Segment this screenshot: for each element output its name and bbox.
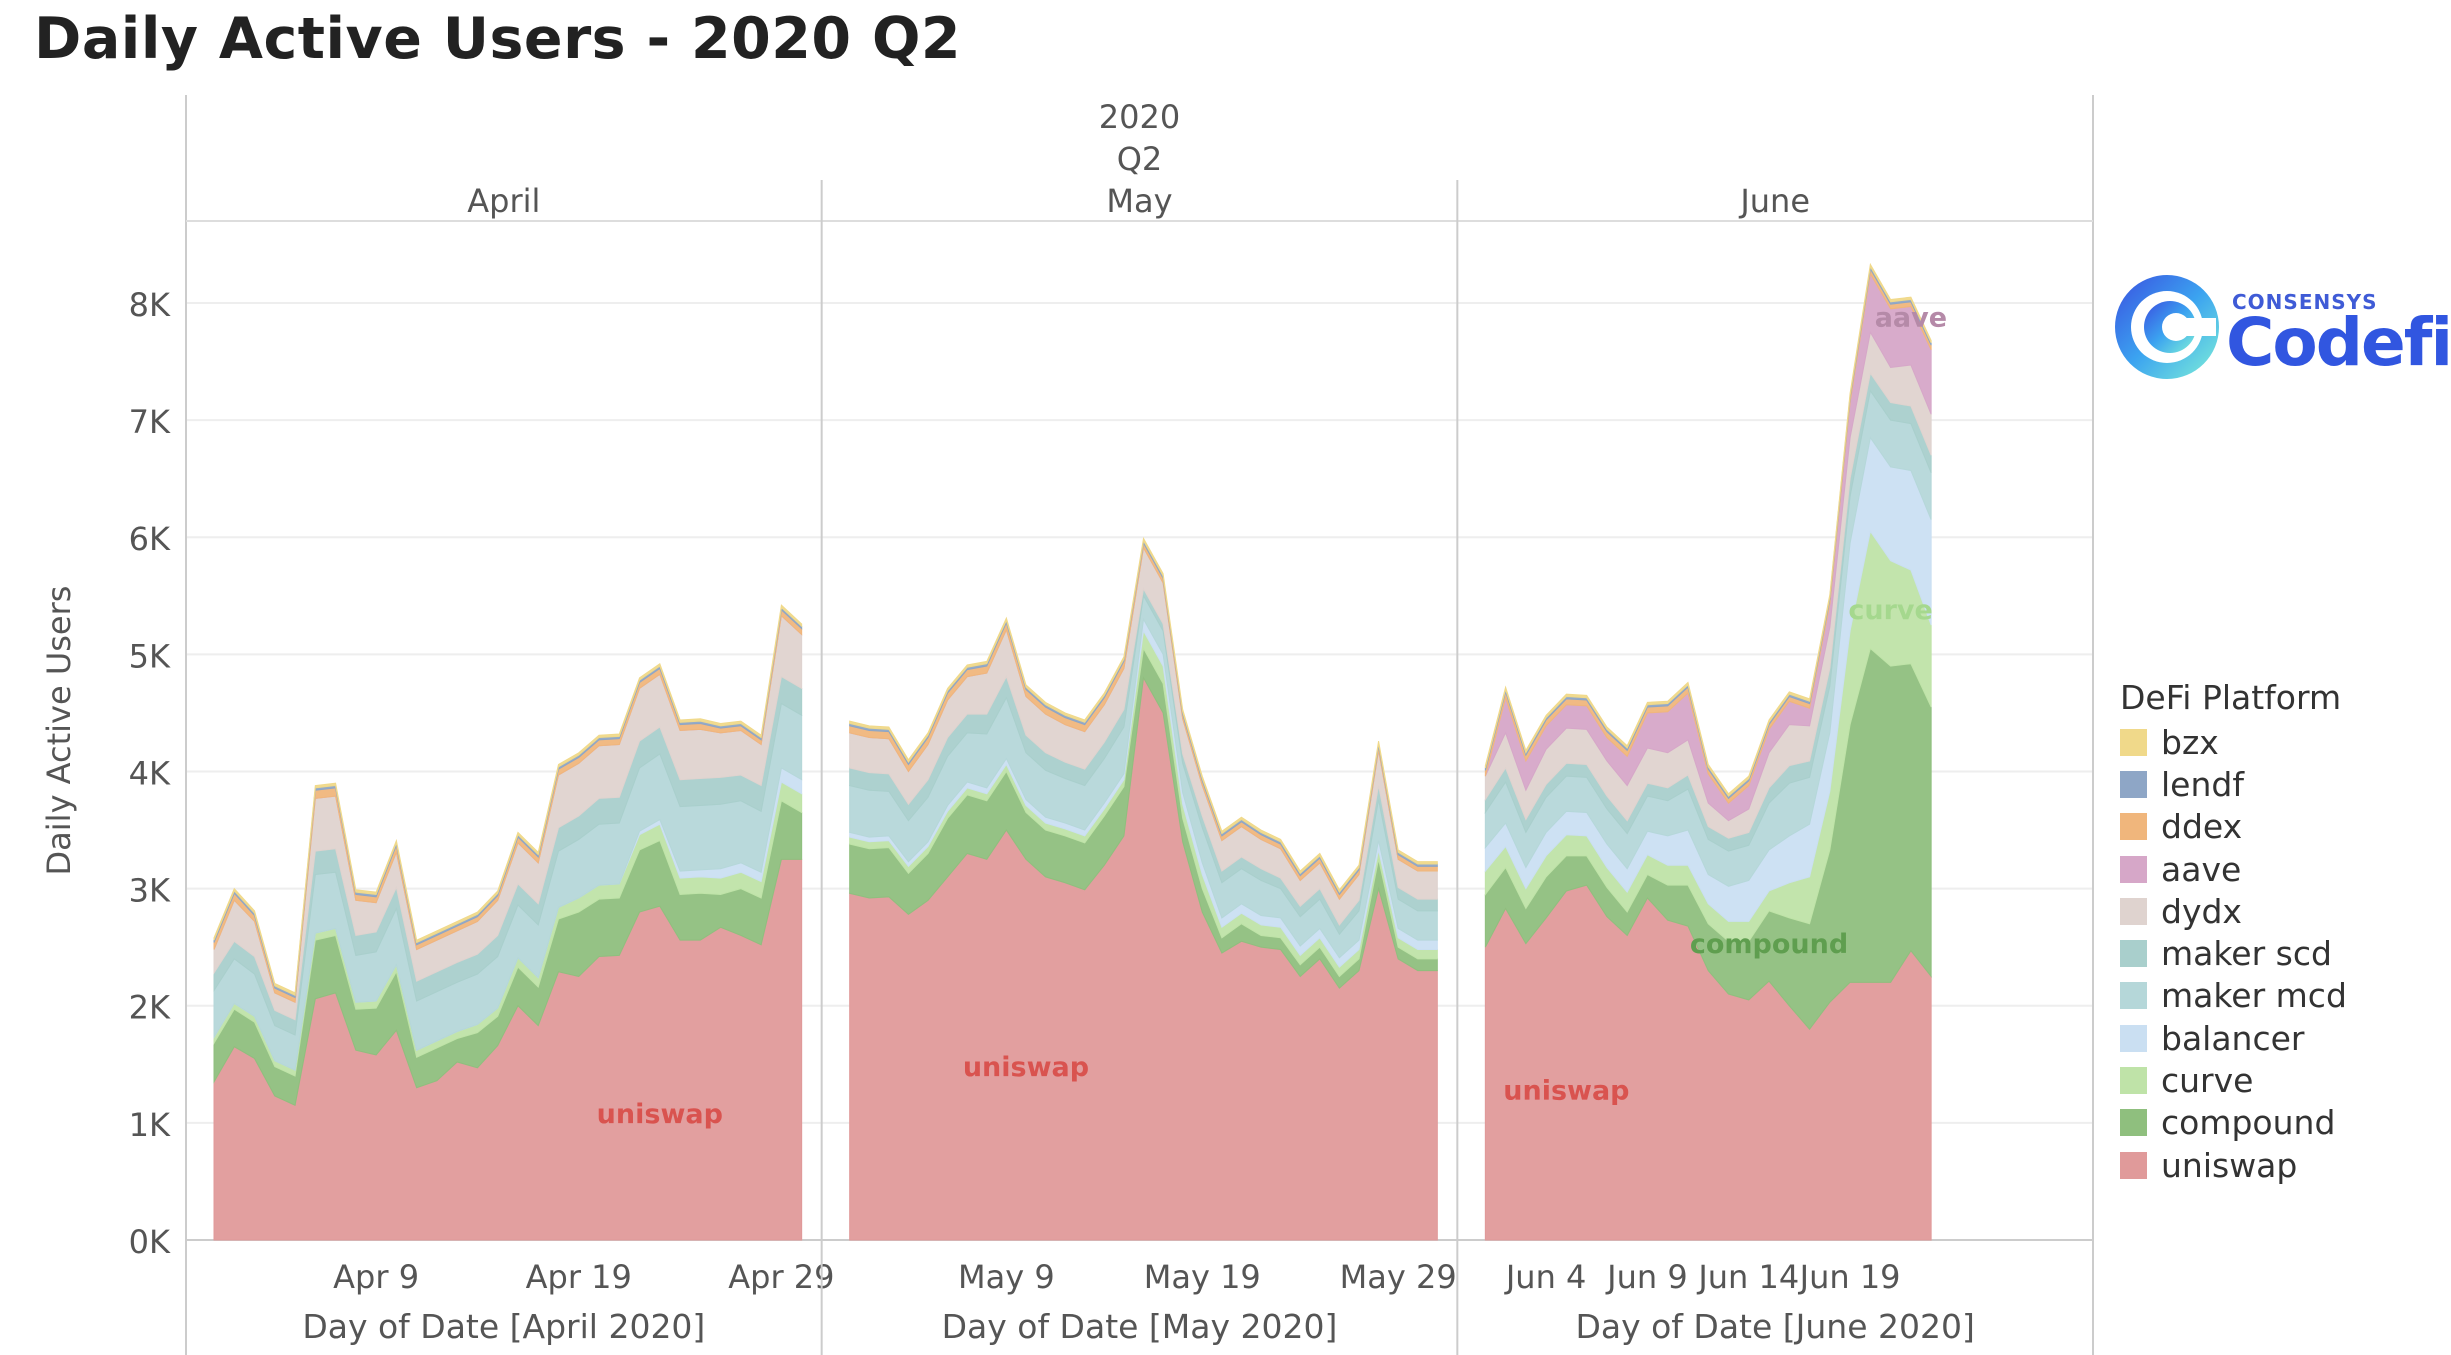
x-axis-title: Day of Date [April 2020] — [302, 1307, 705, 1346]
panel-title: May — [1106, 182, 1172, 220]
series-annotation-uniswap: uniswap — [963, 1052, 1089, 1083]
legend-item-balancer[interactable]: balancer — [2120, 1017, 2347, 1059]
legend-item-maker-scd[interactable]: maker scd — [2120, 932, 2347, 974]
legend-label: compound — [2161, 1103, 2336, 1143]
legend-item-dydx[interactable]: dydx — [2120, 890, 2347, 932]
area-bzx — [1484, 262, 1932, 797]
logo-brand-text: CONSENSYS — [2232, 290, 2378, 314]
chart-title: Daily Active Users - 2020 Q2 — [34, 6, 962, 72]
series-annotation-aave: aave — [1875, 302, 1947, 333]
legend-item-aave[interactable]: aave — [2120, 848, 2347, 890]
codefi-logo-icon — [2115, 275, 2219, 379]
legend-swatch — [2120, 855, 2147, 883]
legend-swatch — [2120, 770, 2147, 798]
series-annotation-uniswap: uniswap — [597, 1099, 723, 1130]
legend-swatch — [2120, 813, 2147, 841]
legend-swatch — [2120, 1151, 2147, 1179]
legend-swatch — [2120, 897, 2147, 925]
legend-label: aave — [2161, 849, 2242, 889]
panel-title: June — [1738, 182, 1810, 220]
y-tick-label: 4K — [129, 754, 171, 792]
header-line: 2020 — [1099, 98, 1180, 136]
x-tick-label: Jun 4 — [1504, 1258, 1587, 1296]
legend-item-uniswap[interactable]: uniswap — [2120, 1144, 2347, 1186]
legend: DeFi Platform bzx lendf ddex aave dydx maker … — [2120, 678, 2347, 1186]
area-bzx — [849, 536, 1438, 894]
legend-item-compound[interactable]: compound — [2120, 1102, 2347, 1144]
legend-swatch — [2120, 1067, 2147, 1095]
legend-item-ddex[interactable]: ddex — [2120, 806, 2347, 848]
x-tick-label: Jun 9 — [1605, 1258, 1688, 1296]
x-tick-label: May 29 — [1340, 1258, 1457, 1296]
legend-swatch — [2120, 940, 2147, 968]
legend-swatch — [2120, 728, 2147, 756]
x-axis-title: Day of Date [June 2020] — [1575, 1307, 1974, 1346]
legend-title: DeFi Platform — [2120, 678, 2342, 717]
x-tick-label: May 19 — [1144, 1258, 1261, 1296]
header-line: Q2 — [1117, 140, 1163, 178]
legend-label: balancer — [2161, 1018, 2305, 1058]
x-tick-label: Apr 19 — [526, 1258, 632, 1296]
logo-name-text: Codefi — [2226, 304, 2451, 381]
legend-item-curve[interactable]: curve — [2120, 1059, 2347, 1101]
legend-item-lendf[interactable]: lendf — [2120, 763, 2347, 805]
y-tick-label: 2K — [129, 989, 171, 1027]
legend-swatch — [2120, 1024, 2147, 1052]
legend-swatch — [2120, 982, 2147, 1010]
panel-title: April — [467, 182, 540, 220]
x-tick-label: Jun 14 — [1696, 1258, 1799, 1296]
series-annotation-uniswap: uniswap — [1503, 1075, 1629, 1106]
y-tick-label: 0K — [129, 1223, 171, 1261]
legend-label: maker mcd — [2161, 976, 2347, 1016]
legend-item-maker-mcd[interactable]: maker mcd — [2120, 975, 2347, 1017]
codefi-logo: CONSENSYS Codefi — [2110, 270, 2451, 390]
legend-label: uniswap — [2161, 1145, 2298, 1185]
x-tick-label: Jun 19 — [1798, 1258, 1901, 1296]
y-tick-label: 1K — [129, 1106, 171, 1144]
y-axis-title: Daily Active Users — [40, 586, 78, 876]
legend-label: dydx — [2161, 891, 2242, 931]
legend-items: bzx lendf ddex aave dydx maker scd maker mcd ba… — [2120, 721, 2347, 1186]
x-tick-label: Apr 9 — [333, 1258, 419, 1296]
legend-label: lendf — [2161, 764, 2244, 804]
y-tick-label: 8K — [129, 286, 171, 324]
series-annotation-curve: curve — [1848, 595, 1932, 626]
y-tick-label: 5K — [129, 637, 171, 675]
y-tick-label: 3K — [129, 872, 171, 910]
area-bzx — [213, 604, 803, 996]
legend-label: curve — [2161, 1061, 2254, 1101]
x-tick-label: May 9 — [958, 1258, 1055, 1296]
series-annotation-compound: compound — [1690, 929, 1848, 960]
legend-swatch — [2120, 1109, 2147, 1137]
legend-item-bzx[interactable]: bzx — [2120, 721, 2347, 763]
x-axis-title: Day of Date [May 2020] — [942, 1307, 1338, 1346]
x-tick-label: Apr 29 — [728, 1258, 834, 1296]
y-tick-label: 6K — [129, 520, 171, 558]
y-tick-label: 7K — [129, 403, 171, 441]
legend-label: ddex — [2161, 807, 2243, 847]
legend-label: maker scd — [2161, 934, 2332, 974]
legend-label: bzx — [2161, 722, 2219, 762]
